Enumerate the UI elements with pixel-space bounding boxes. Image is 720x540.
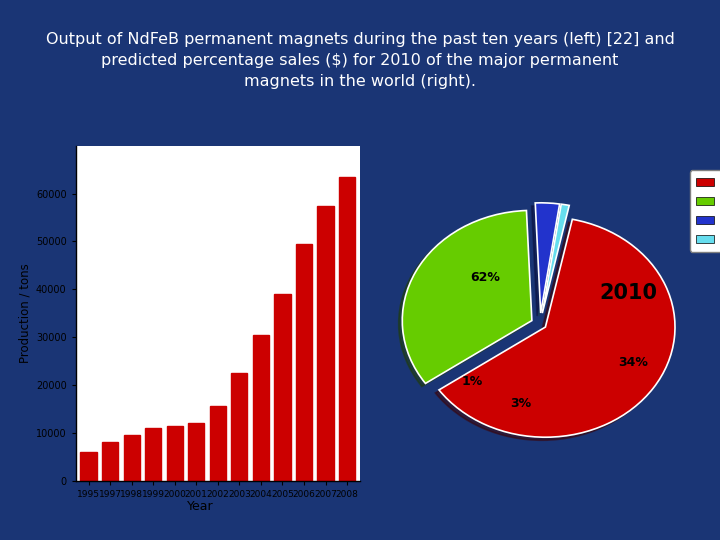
Legend: NdFeB, Ferrite, SmCo, Alnico: NdFeB, Ferrite, SmCo, Alnico (690, 170, 720, 252)
Bar (124, 435, 140, 481)
Text: Year: Year (186, 500, 213, 513)
Text: 1%: 1% (462, 375, 483, 388)
Wedge shape (402, 211, 532, 383)
Wedge shape (535, 203, 559, 313)
Text: 3%: 3% (510, 397, 531, 410)
Text: 2010: 2010 (599, 283, 657, 303)
Wedge shape (439, 219, 675, 437)
Text: 62%: 62% (471, 271, 500, 284)
Bar (253, 335, 269, 481)
Bar (296, 244, 312, 481)
Y-axis label: Production / tons: Production / tons (19, 264, 32, 363)
Bar (210, 407, 226, 481)
Bar (145, 428, 161, 481)
Wedge shape (542, 204, 570, 313)
Bar (231, 373, 248, 481)
Bar (318, 206, 333, 481)
Bar (188, 423, 204, 481)
Bar (339, 177, 355, 481)
Text: Output of NdFeB permanent magnets during the past ten years (left) [22] and
pred: Output of NdFeB permanent magnets during… (45, 32, 675, 90)
Bar (102, 442, 118, 481)
Bar (274, 294, 290, 481)
Bar (81, 452, 96, 481)
Bar (166, 426, 183, 481)
Text: 34%: 34% (618, 356, 648, 369)
